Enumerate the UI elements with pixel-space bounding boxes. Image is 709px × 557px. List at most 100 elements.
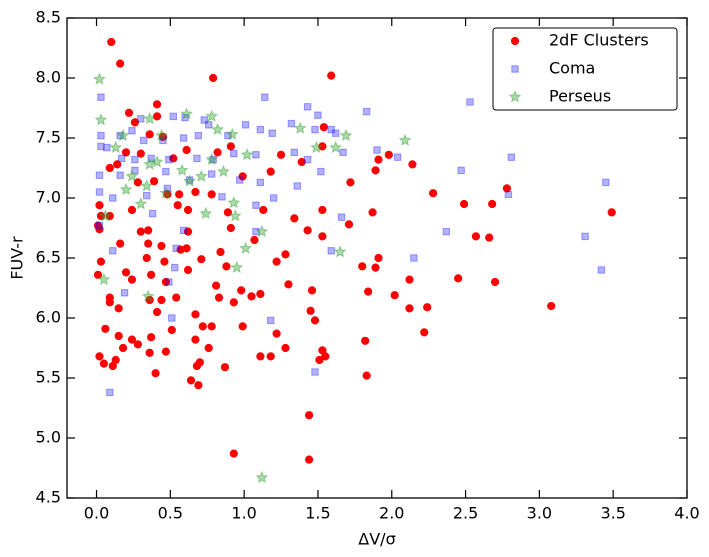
point <box>390 291 399 300</box>
point <box>99 359 109 368</box>
point <box>225 127 239 140</box>
point <box>157 241 166 251</box>
point <box>216 247 225 257</box>
point <box>405 275 414 284</box>
point <box>310 316 320 325</box>
x-tick-label: 3.5 <box>600 504 625 523</box>
x-tick-label: 3.0 <box>527 504 552 523</box>
point <box>398 133 412 146</box>
point <box>145 295 154 305</box>
point <box>408 160 417 169</box>
point <box>344 220 354 229</box>
point <box>109 140 123 154</box>
point <box>93 270 103 279</box>
point <box>457 166 465 175</box>
point <box>119 182 133 196</box>
point <box>109 247 117 255</box>
point <box>207 170 216 178</box>
point <box>172 244 180 253</box>
point <box>159 136 167 145</box>
point <box>205 152 219 166</box>
point <box>252 201 260 209</box>
point <box>155 128 168 142</box>
point <box>161 347 171 356</box>
point <box>197 255 206 264</box>
point <box>117 154 126 163</box>
point <box>230 149 238 158</box>
point <box>327 125 335 134</box>
point <box>127 275 137 284</box>
y-axis-label: FUV-r <box>8 236 27 280</box>
point <box>607 208 616 217</box>
point <box>120 289 129 297</box>
legend-label: Coma <box>549 59 595 78</box>
point <box>95 201 104 210</box>
point <box>259 205 268 215</box>
point <box>131 155 139 164</box>
point <box>194 169 208 182</box>
point <box>191 187 200 197</box>
point <box>211 122 225 136</box>
point <box>327 71 336 80</box>
point <box>213 148 222 157</box>
point <box>179 226 188 235</box>
point <box>333 245 347 258</box>
point <box>218 193 226 201</box>
point <box>194 131 203 140</box>
point <box>255 224 269 238</box>
point <box>327 247 335 255</box>
point <box>488 199 497 209</box>
point <box>485 233 494 242</box>
point <box>114 331 123 341</box>
point <box>318 205 327 215</box>
point <box>116 128 130 142</box>
point <box>95 171 104 179</box>
point <box>311 368 319 376</box>
point <box>140 136 148 145</box>
point <box>95 352 104 361</box>
point <box>281 250 290 259</box>
point <box>384 150 393 159</box>
point <box>116 239 125 248</box>
point <box>303 226 312 235</box>
point <box>165 155 173 164</box>
point <box>256 352 265 361</box>
point <box>95 188 104 196</box>
point <box>152 112 162 121</box>
point <box>193 154 201 163</box>
point <box>136 227 145 236</box>
point <box>183 205 193 215</box>
point <box>504 190 513 199</box>
point <box>318 232 327 241</box>
y-tick-label: 6.5 <box>36 248 61 267</box>
point <box>114 304 123 313</box>
point <box>315 355 324 365</box>
point <box>118 343 128 353</box>
point <box>171 263 179 272</box>
point <box>238 322 247 331</box>
point <box>105 163 114 173</box>
point <box>358 262 367 271</box>
x-tick-label: 4.0 <box>674 504 699 523</box>
point <box>130 118 140 127</box>
point <box>423 303 432 312</box>
point <box>116 131 124 140</box>
point <box>304 455 314 464</box>
point <box>310 140 323 154</box>
point <box>121 268 131 277</box>
point <box>169 112 177 121</box>
point <box>284 280 293 289</box>
y-tick-label: 6.0 <box>36 308 61 327</box>
point <box>145 130 154 139</box>
point <box>287 119 296 128</box>
legend-box <box>492 27 678 111</box>
point <box>147 270 156 279</box>
point <box>147 154 155 163</box>
point <box>142 253 151 263</box>
point <box>137 115 145 123</box>
point <box>107 37 116 47</box>
legend-marker <box>510 36 520 46</box>
point <box>165 278 173 286</box>
point <box>159 186 173 199</box>
point <box>161 277 171 287</box>
